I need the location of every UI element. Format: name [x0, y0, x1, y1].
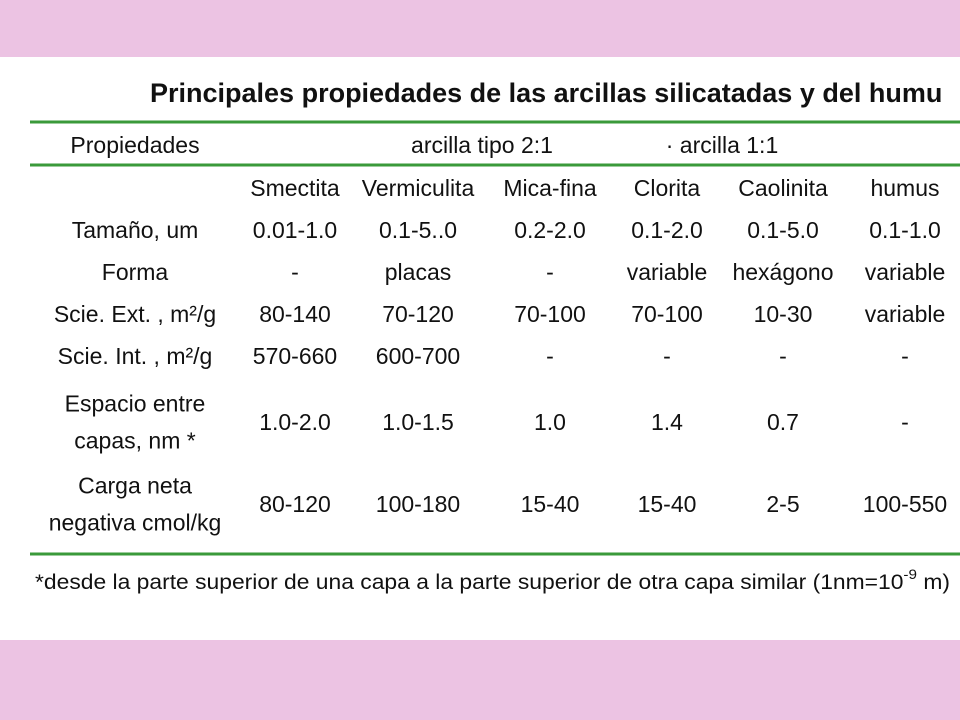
- header-cell: · arcilla 1:1: [666, 132, 778, 158]
- cell: 1.0: [534, 409, 566, 435]
- column-header: Vermiculita: [362, 175, 475, 201]
- cell: hexágono: [732, 259, 833, 285]
- title: Principales propiedades de las arcillas …: [150, 78, 942, 108]
- cell: 15-40: [521, 491, 580, 517]
- cell: 1.0-1.5: [382, 409, 454, 435]
- column-header: Smectita: [250, 175, 340, 201]
- cell: 70-100: [514, 301, 586, 327]
- row-label: capas, nm *: [74, 428, 195, 454]
- cell: 0.1-5..0: [379, 217, 457, 243]
- row-label: Scie. Int. , m²/g: [58, 343, 213, 369]
- bottom-band: [0, 640, 960, 720]
- cell: variable: [865, 301, 946, 327]
- cell: variable: [627, 259, 708, 285]
- row-label: Carga neta: [78, 473, 192, 499]
- cell: 10-30: [754, 301, 813, 327]
- row-label: negativa cmol/kg: [49, 510, 222, 536]
- cell: -: [546, 259, 554, 285]
- column-header: Mica-fina: [503, 175, 597, 201]
- row-label: Tamaño, um: [72, 217, 199, 243]
- cell: 70-100: [631, 301, 703, 327]
- cell: -: [291, 259, 299, 285]
- cell: 0.1-5.0: [747, 217, 819, 243]
- cell: 100-180: [376, 491, 460, 517]
- cell: 15-40: [638, 491, 697, 517]
- cell: -: [546, 343, 554, 369]
- cell: -: [901, 343, 909, 369]
- cell: -: [901, 409, 909, 435]
- top-band: [0, 0, 960, 57]
- row-label: Espacio entre: [65, 391, 206, 417]
- cell: 570-660: [253, 343, 337, 369]
- cell: variable: [865, 259, 946, 285]
- cell: 0.7: [767, 409, 799, 435]
- cell: 80-140: [259, 301, 331, 327]
- header-cell: Propiedades: [70, 132, 199, 158]
- cell: -: [663, 343, 671, 369]
- footnote: *desde la parte superior de una capa a l…: [35, 566, 950, 594]
- cell: 0.2-2.0: [514, 217, 586, 243]
- cell: 1.4: [651, 409, 683, 435]
- cell: 600-700: [376, 343, 460, 369]
- cell: 2-5: [766, 491, 799, 517]
- column-header: Clorita: [634, 175, 701, 201]
- cell: 1.0-2.0: [259, 409, 331, 435]
- cell: placas: [385, 259, 451, 285]
- column-header: humus: [870, 175, 939, 201]
- footnote-exponent: -9: [903, 566, 917, 582]
- cell: 0.1-2.0: [631, 217, 703, 243]
- footnote-tail: m): [917, 571, 950, 594]
- cell: 0.1-1.0: [869, 217, 941, 243]
- cell: -: [779, 343, 787, 369]
- row-label: Forma: [102, 259, 169, 285]
- footnote-text: *desde la parte superior de una capa a l…: [35, 571, 903, 594]
- row-label: Scie. Ext. , m²/g: [54, 301, 216, 327]
- cell: 70-120: [382, 301, 454, 327]
- cell: 80-120: [259, 491, 331, 517]
- cell: 100-550: [863, 491, 947, 517]
- cell: 0.01-1.0: [253, 217, 337, 243]
- header-cell: arcilla tipo 2:1: [411, 132, 553, 158]
- column-header: Caolinita: [738, 175, 828, 201]
